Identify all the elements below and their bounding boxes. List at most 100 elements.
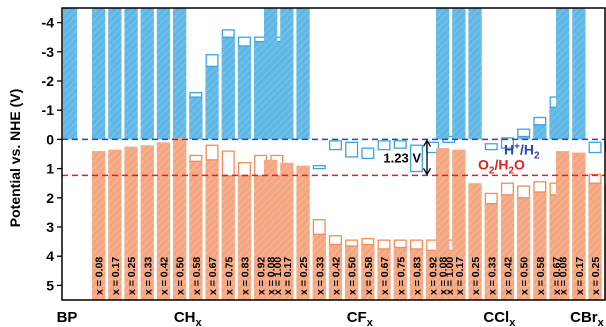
group-label: BP: [57, 309, 78, 326]
y-tick-label: -4: [42, 15, 55, 31]
vbm-bar: [328, 244, 343, 300]
x-value-label: x = 0.17: [282, 257, 294, 295]
vbm-box: [588, 173, 602, 184]
cbm-box: [517, 128, 531, 138]
vbm-bar: [556, 151, 570, 300]
vbm-bar: [296, 165, 310, 300]
cbm-box: [237, 36, 251, 47]
vbm-bar: [108, 149, 122, 300]
vbm-box: [500, 182, 514, 196]
vbm-bar: [124, 146, 138, 300]
x-value-label: x = 0.92: [256, 257, 268, 295]
plot-frame: [61, 7, 606, 301]
cbm-box: [377, 140, 391, 151]
group-labels: BP CHx CFx CClx CBrx: [57, 309, 605, 327]
x-value-label: x = 0.83: [239, 257, 251, 295]
x-value-label: x = 0.17: [110, 257, 122, 295]
vbm-bar: [409, 248, 424, 300]
x-value-label: x = 0.75: [223, 257, 235, 295]
gap-label: 1.23 V: [383, 150, 421, 165]
cbm-box: [393, 140, 407, 149]
cbm-box: [409, 144, 423, 173]
cbm-box: [533, 116, 547, 126]
cbm-bar: [517, 136, 531, 140]
h2-reference-label: H+/H2: [504, 141, 540, 161]
x-value-label: x = 0.17: [454, 257, 466, 295]
vbm-bar: [377, 248, 391, 300]
vbm-bar: [92, 151, 106, 300]
cbm-box: [588, 141, 602, 154]
cbm-bar: [533, 124, 547, 140]
vbm-bar: [588, 183, 602, 300]
cbm-box: [361, 147, 375, 160]
vbm-box: [205, 144, 219, 161]
vbm-bar: [264, 159, 278, 300]
cbm-box: [189, 92, 203, 98]
x-value-label: x = 0.33: [314, 257, 326, 295]
x-value-label: x = 0.50: [175, 257, 187, 295]
vbm-box: [517, 185, 531, 199]
cbm-bar: [173, 8, 187, 140]
x-value-label: x = 0.17: [574, 257, 586, 295]
x-value-label: x = 1.00: [444, 257, 456, 295]
vbm-box: [533, 181, 547, 193]
vbm-bar: [205, 159, 219, 300]
vbm-bar: [468, 183, 482, 300]
x-value-label: x = 0.33: [142, 257, 154, 295]
y-axis-label: Potential vs. NHE (V): [7, 89, 23, 227]
vbm-box: [237, 162, 251, 177]
cbm-box: [312, 165, 326, 170]
vbm-bar: [237, 175, 252, 300]
cbm-box: [205, 54, 219, 68]
y-tick-label: 2: [46, 190, 54, 206]
vbm-box: [393, 239, 407, 249]
x-value-label: x = 0.42: [330, 257, 342, 295]
x-value-label: x = 0.50: [519, 257, 531, 295]
vbm-bar: [484, 203, 498, 300]
x-value-label: x = 0.67: [551, 257, 563, 295]
cbm-bar: [189, 97, 203, 140]
vbm-bar: [500, 194, 515, 300]
vbm-bar: [140, 145, 154, 300]
cbm-box: [345, 141, 359, 158]
y-tick-label: 3: [46, 219, 54, 235]
y-tick-label: 4: [46, 248, 54, 264]
x-value-label: x = 0.25: [298, 257, 310, 295]
vbm-bar: [361, 244, 375, 300]
x-value-label: x = 0.08: [266, 257, 278, 295]
vbm-bar: [189, 161, 203, 300]
vbm-box: [345, 239, 359, 247]
vbm-bar: [436, 148, 450, 300]
cbm-bar: [140, 8, 154, 140]
y-tick-label: 0: [46, 131, 54, 147]
cbm-bar: [254, 41, 268, 140]
cbm-bar: [237, 45, 252, 140]
vbm-bar: [572, 152, 586, 300]
vbm-box: [361, 238, 375, 246]
y-tick-label: 5: [46, 277, 54, 293]
y-tick-label: 1: [46, 161, 54, 177]
cbm-bar: [296, 8, 310, 140]
y-tick-label: -3: [42, 44, 55, 60]
x-value-label: x = 0.50: [347, 257, 359, 295]
vbm-box: [328, 235, 342, 246]
cbm-bar: [63, 8, 77, 140]
cbm-bar: [572, 8, 586, 140]
x-value-label: x = 0.42: [502, 257, 514, 295]
cbm-box: [221, 29, 235, 38]
group-label: CHx: [174, 309, 203, 327]
cbm-bar: [221, 37, 235, 140]
x-value-label: x = 0.75: [395, 257, 407, 295]
x-value-labels: x = 0.08 x = 0.17 x = 0.25 x = 0.33 x = 0.42…: [94, 257, 602, 295]
vbm-bar: [452, 149, 466, 300]
vbm-box: [189, 154, 203, 162]
x-value-label: x = 0.67: [207, 257, 219, 295]
gap-arrow-head-up: [422, 139, 432, 147]
vbm-box: [312, 219, 326, 235]
cbm-bar: [156, 8, 171, 140]
vbm-box: [484, 192, 498, 205]
vbm-bar: [393, 247, 407, 300]
vbm-bar: [254, 175, 268, 300]
